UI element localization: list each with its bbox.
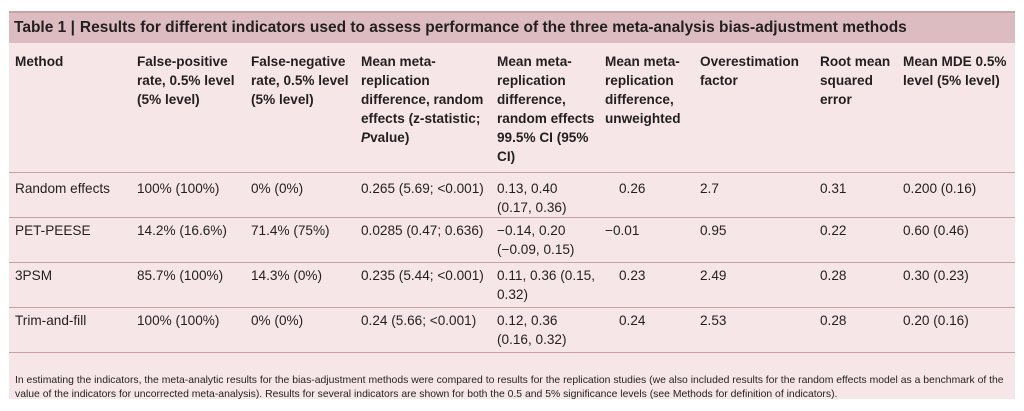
cell-mean-diff-unweighted: 0.23 [599,262,694,308]
col-header-false-negative: False-negative rate, 0.5% level (5% leve… [245,43,355,173]
cell-mde: 0.30 (0.23) [897,262,1015,308]
cell-method: 3PSM [9,262,131,308]
cell-rmse: 0.28 [814,307,897,353]
cell-overestimation: 0.95 [694,217,814,263]
cell-mean-diff-ci: 0.13, 0.40 (0.17, 0.36) [491,172,599,218]
cell-mean-diff-ci: −0.14, 0.20 (−0.09, 0.15) [491,217,599,263]
cell-false-negative: 14.3% (0%) [245,262,355,308]
cell-mde: 0.200 (0.16) [897,172,1015,218]
cell-mean-diff-unweighted: −0.01 [599,217,694,263]
cell-mde: 0.60 (0.46) [897,217,1015,263]
col-header-mean-diff-ci: Mean meta-replication difference, random… [491,43,599,173]
col-header-method: Method [9,43,131,173]
cell-overestimation: 2.49 [694,262,814,308]
col-header-mean-diff-random-text: Mean meta-replication difference, random… [361,54,484,126]
col-header-overestimation: Overestimation factor [694,43,814,173]
col-header-mean-diff-random: Mean meta-replication difference, random… [355,43,491,173]
table-row: Random effects 100% (100%) 0% (0%) 0.265… [9,172,1015,218]
cell-mean-diff-random: 0.0285 (0.47; 0.636) [355,217,491,263]
table-title-number: Table 1 | [14,19,75,36]
cell-false-positive: 100% (100%) [131,307,245,353]
cell-false-positive: 14.2% (16.6%) [131,217,245,263]
cell-mean-diff-random: 0.235 (5.44; <0.001) [355,262,491,308]
cell-method: Trim-and-fill [9,307,131,353]
cell-mean-diff-unweighted: 0.24 [599,307,694,353]
table-row: 3PSM 85.7% (100%) 14.3% (0%) 0.235 (5.44… [9,262,1015,308]
cell-false-positive: 85.7% (100%) [131,262,245,308]
table-title: Table 1 | Results for different indicato… [9,13,1015,43]
col-header-pvalue-label: P [361,130,371,145]
col-header-false-positive: False-positive rate, 0.5% level (5% leve… [131,43,245,173]
col-header-mean-diff-unweighted: Mean meta-replication difference, unweig… [599,43,694,173]
table-title-text: Results for different indicators used to… [79,19,907,36]
table-row: Trim-and-fill 100% (100%) 0% (0%) 0.24 (… [9,307,1015,353]
cell-mde: 0.20 (0.16) [897,307,1015,353]
cell-false-negative: 0% (0%) [245,307,355,353]
col-header-mde: Mean MDE 0.5% level (5% level) [897,43,1015,173]
cell-rmse: 0.31 [814,172,897,218]
cell-mean-diff-ci: 0.11, 0.36 (0.15, 0.32) [491,262,599,308]
cell-false-positive: 100% (100%) [131,172,245,218]
cell-rmse: 0.22 [814,217,897,263]
cell-method: Random effects [9,172,131,218]
col-header-pvalue-suffix: value) [370,130,410,145]
col-header-rmse: Root mean squared error [814,43,897,173]
cell-false-negative: 0% (0%) [245,172,355,218]
results-table-panel: Table 1 | Results for different indicato… [9,11,1015,400]
cell-method: PET-PEESE [9,217,131,263]
cell-mean-diff-ci: 0.12, 0.36 (0.16, 0.32) [491,307,599,353]
cell-mean-diff-random: 0.265 (5.69; <0.001) [355,172,491,218]
cell-overestimation: 2.7 [694,172,814,218]
cell-false-negative: 71.4% (75%) [245,217,355,263]
cell-rmse: 0.28 [814,262,897,308]
cell-mean-diff-random: 0.24 (5.66; <0.001) [355,307,491,353]
table-footnote: In estimating the indicators, the meta-a… [15,375,1004,400]
cell-overestimation: 2.53 [694,307,814,353]
table-row: PET-PEESE 14.2% (16.6%) 71.4% (75%) 0.02… [9,217,1015,263]
header-row: Method False-positive rate, 0.5% level (… [9,43,1015,173]
results-table: Method False-positive rate, 0.5% level (… [9,43,1015,353]
cell-mean-diff-unweighted: 0.26 [599,172,694,218]
